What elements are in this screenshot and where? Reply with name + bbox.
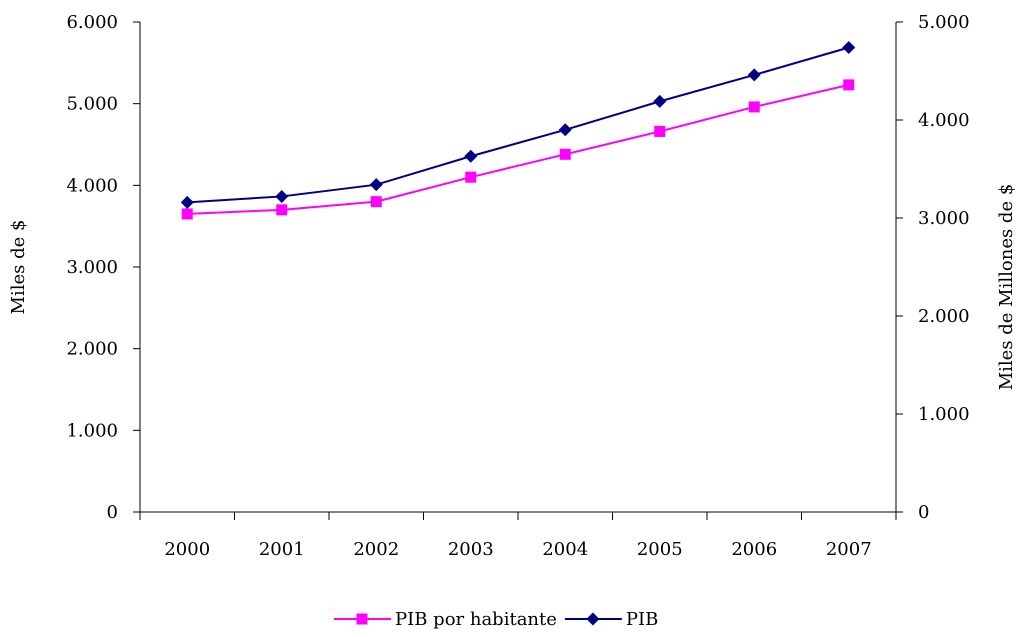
series-2 [180,40,856,209]
right-tick-label: 2.000 [918,306,970,327]
x-tick-label: 2003 [448,539,494,560]
legend-item-2: PIB [564,609,658,630]
right-tick-label: 5.000 [918,12,970,33]
legend-label: PIB [626,609,658,630]
series-line [187,46,850,204]
data-point [653,94,667,108]
data-point [843,79,855,91]
x-tick-label: 2005 [637,539,683,560]
right-axis-title: Miles de Millones de $ [996,184,1017,391]
data-point [465,171,477,183]
legend-item-1: PIB por habitante [334,609,557,630]
x-tick-label: 2001 [259,539,305,560]
left-tick-label: 3.000 [66,257,118,278]
x-tick-label: 2004 [542,539,588,560]
series-line [187,83,849,215]
right-tick-label: 3.000 [918,208,970,229]
x-tick-label: 2000 [164,539,210,560]
data-point [181,208,193,220]
data-point [747,68,761,82]
data-point [842,40,856,54]
left-tick-label: 2.000 [66,339,118,360]
legend-marker [586,612,600,626]
x-tick-label: 2002 [353,539,399,560]
left-tick-label: 6.000 [66,12,118,33]
data-point [370,196,382,208]
series-1 [181,79,855,220]
left-tick-label: 5.000 [66,94,118,115]
left-tick-label: 4.000 [66,175,118,196]
data-point [369,178,383,192]
right-tick-label: 0 [918,502,929,523]
legend: PIB por habitante PIB [334,609,658,630]
data-point [464,149,478,163]
data-point [275,189,289,203]
left-tick-label: 1.000 [66,420,118,441]
data-point [558,123,572,137]
x-tick-label: 2006 [731,539,777,560]
data-point [180,195,194,209]
right-tick-label: 4.000 [918,110,970,131]
left-tick-label: 0 [107,502,118,523]
left-axis-title: Miles de $ [8,220,29,315]
legend-marker [356,613,368,625]
x-tick-label: 2007 [826,539,872,560]
data-point [654,125,666,137]
series [180,40,856,220]
legend-label: PIB por habitante [395,609,557,630]
axes: 0 1.000 2.000 3.000 4.000 5.000 6.000 0 1.000 2.0… [8,12,1017,560]
data-point [276,204,288,216]
data-point [748,101,760,113]
data-point [559,148,571,160]
right-tick-label: 1.000 [918,404,970,425]
